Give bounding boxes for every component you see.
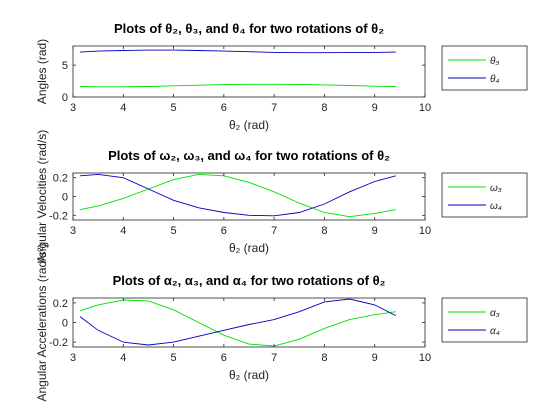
y-tick-label: 0 (62, 192, 68, 204)
series-line-2 (79, 298, 397, 346)
x-tick-label: 4 (120, 352, 126, 364)
x-tick-label: 5 (171, 352, 177, 364)
legend-entry: α₄ (490, 326, 500, 337)
subplot-2: 3 4 5 6 7 8 9 10 -0.2 0 0.2 Plots of ω₂, ω₃, and ω₄… (35, 130, 528, 263)
series-line-2 (79, 173, 396, 217)
x-tick-label: 9 (372, 225, 378, 237)
y-tick-label: -0.2 (49, 337, 68, 349)
y-axis-label: Angular Accelerations (rad/s²) (35, 243, 49, 401)
x-tick-label: 8 (321, 102, 327, 114)
legend-entry: ω₄ (490, 201, 502, 212)
legend-entry: α₃ (490, 308, 500, 319)
y-tick-label: 0.2 (53, 298, 68, 310)
x-tick-label: 8 (321, 352, 327, 364)
x-tick-label: 7 (271, 225, 277, 237)
subplot-3: 3 4 5 6 7 8 9 10 -0.2 0 0.2 Plots of α₂, α₃, and α₄… (35, 243, 528, 402)
subplot-1: 3 4 5 6 7 8 9 10 0 5 Plots of θ₂, θ₃, and θ₄ for t… (35, 21, 528, 132)
legend: ω₃ ω₄ (441, 172, 528, 218)
legend-box (441, 45, 528, 91)
x-tick-label: 3 (70, 102, 76, 114)
series-line-2 (79, 49, 396, 54)
x-tick-label: 10 (419, 102, 431, 114)
chart-title: Plots of α₂, α₃, and α₄ for two rotation… (113, 273, 386, 288)
axes-background (73, 46, 425, 97)
chart-title: Plots of θ₂, θ₃, and θ₄ for two rotation… (114, 21, 384, 36)
y-axis-label: Angles (rad) (35, 39, 49, 104)
y-tick-label: -0.2 (49, 210, 68, 222)
series-line-1 (79, 299, 396, 347)
y-tick-label: 0 (62, 92, 68, 104)
x-tick-label: 9 (372, 352, 378, 364)
x-tick-label: 4 (120, 225, 126, 237)
axes-background (73, 298, 425, 347)
x-tick-label: 6 (221, 225, 227, 237)
x-tick-label: 5 (171, 225, 177, 237)
x-tick-label: 3 (70, 225, 76, 237)
legend-entry: θ₃ (490, 56, 499, 67)
x-tick-label: 4 (120, 102, 126, 114)
legend-box (441, 297, 528, 343)
x-tick-label: 10 (419, 225, 431, 237)
legend-entry: θ₄ (490, 74, 499, 85)
y-tick-label: 5 (62, 60, 68, 72)
legend: α₃ α₄ (441, 297, 528, 343)
x-tick-label: 5 (171, 102, 177, 114)
y-tick-label: 0.2 (53, 173, 68, 185)
x-tick-label: 10 (419, 352, 431, 364)
legend-entry: ω₃ (490, 183, 502, 194)
series-line-1 (79, 83, 396, 88)
x-tick-label: 8 (321, 225, 327, 237)
x-axis-label: θ₂ (rad) (229, 241, 269, 255)
y-tick-label: 0 (62, 318, 68, 330)
x-tick-label: 6 (221, 102, 227, 114)
x-tick-label: 7 (271, 352, 277, 364)
x-tick-label: 9 (372, 102, 378, 114)
x-axis-label: θ₂ (rad) (229, 118, 269, 132)
x-axis-label: θ₂ (rad) (229, 368, 269, 382)
x-tick-label: 6 (221, 352, 227, 364)
chart-title: Plots of ω₂, ω₃, and ω₄ for two rotation… (108, 148, 390, 163)
x-tick-label: 7 (271, 102, 277, 114)
y-axis-label: Angular Velocities (rad/s) (35, 130, 49, 263)
series-line-1 (79, 173, 396, 218)
axes-frame (72, 45, 426, 98)
x-tick-label: 3 (70, 352, 76, 364)
axes-background (73, 173, 425, 220)
legend-box (441, 172, 528, 218)
legend: θ₃ θ₄ (441, 45, 528, 91)
